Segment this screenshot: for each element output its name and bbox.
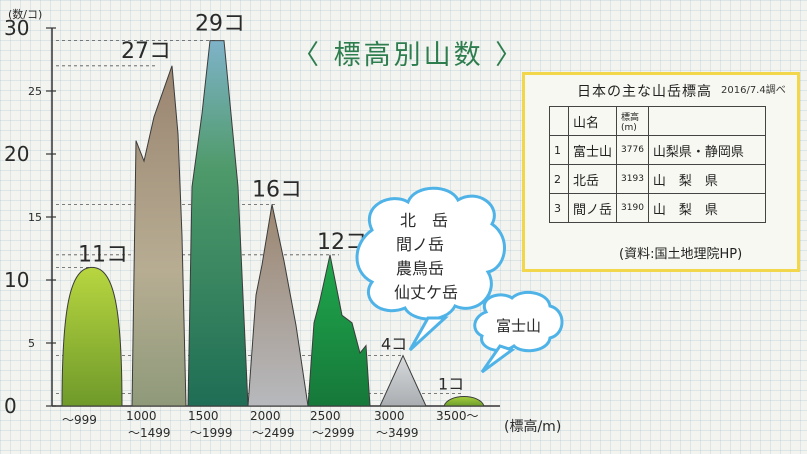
x-tick-label: 〜999 bbox=[62, 413, 97, 427]
value-label: 29コ bbox=[195, 12, 245, 37]
y-axis-label: (数/コ) bbox=[8, 8, 42, 21]
value-label: 16コ bbox=[252, 177, 302, 202]
legend-source: (資料:国土地理院HP) bbox=[619, 247, 743, 262]
x-tick-label: 1500 bbox=[188, 409, 219, 423]
x-tick-label: 3000 bbox=[374, 409, 405, 423]
x-tick-label: 〜2999 bbox=[312, 426, 355, 440]
legend-title: 日本の主な山岳標高 bbox=[577, 84, 712, 100]
table-header-cell bbox=[549, 106, 569, 136]
x-tick-label: 〜3499 bbox=[376, 426, 419, 440]
table-header-cell: 山名 bbox=[567, 106, 618, 136]
value-label: 4コ bbox=[381, 335, 407, 354]
mountain-bar bbox=[247, 204, 309, 407]
x-tick-label: 3500〜 bbox=[436, 409, 479, 423]
mountain-table: 山名 標高(m) 1 富士山 3776 山梨県・静岡県 2 北岳 3193 山 … bbox=[549, 106, 766, 223]
x-tick-label: 〜1999 bbox=[190, 426, 233, 440]
y-tick-label: 30 bbox=[4, 16, 29, 40]
callout-fuji: 富士山 bbox=[496, 317, 541, 335]
x-tick-label: 〜2499 bbox=[252, 426, 295, 440]
callout-peak-3: 農鳥岳 bbox=[396, 259, 444, 278]
callout-peak-2: 間ノ岳 bbox=[396, 235, 444, 254]
callout-peak-1: 北 岳 bbox=[400, 211, 448, 230]
y-tick-label: 20 bbox=[4, 142, 29, 166]
table-cell: 3193 bbox=[616, 164, 649, 194]
y-tick-label: 0 bbox=[4, 394, 17, 418]
table-cell: 山梨県・静岡県 bbox=[647, 135, 766, 165]
table-cell: 3190 bbox=[616, 193, 649, 223]
table-cell: 山 梨 県 bbox=[647, 164, 766, 194]
legend-table-card: 日本の主な山岳標高 2016/7.4調べ 山名 標高(m) 1 富士山 3776… bbox=[522, 72, 800, 272]
table-row: 2 北岳 3193 山 梨 県 bbox=[549, 164, 766, 194]
y-tick-label: 10 bbox=[4, 268, 29, 292]
x-tick-label: 2500 bbox=[310, 409, 341, 423]
mountain-bar bbox=[61, 266, 123, 407]
table-cell: 2 bbox=[549, 164, 569, 194]
mountain-bar bbox=[187, 40, 249, 407]
mountain-bar bbox=[131, 65, 187, 407]
chart-title: 〈 標高別山数 〉 bbox=[292, 40, 525, 71]
table-cell: 1 bbox=[549, 135, 569, 165]
table-cell: 間ノ岳 bbox=[567, 193, 618, 223]
mountain-bar bbox=[379, 354, 427, 407]
mountain-bar bbox=[307, 254, 371, 407]
table-header-row: 山名 標高(m) bbox=[549, 106, 766, 136]
callout-3500m-peak: 富士山 bbox=[473, 290, 564, 374]
table-cell: 山 梨 県 bbox=[647, 193, 766, 223]
x-tick-label: 2000 bbox=[250, 409, 281, 423]
x-tick-label: 1000 bbox=[126, 409, 157, 423]
legend-date: 2016/7.4調べ bbox=[721, 85, 786, 96]
y-tick-label: 25 bbox=[28, 85, 42, 98]
table-cell: 富士山 bbox=[567, 135, 618, 165]
table-header-cell bbox=[647, 106, 766, 136]
value-label: 1コ bbox=[438, 374, 464, 393]
table-cell: 3776 bbox=[616, 135, 649, 165]
value-label: 11コ bbox=[78, 242, 128, 267]
table-row: 1 富士山 3776 山梨県・静岡県 bbox=[549, 135, 766, 165]
value-label: 27コ bbox=[121, 39, 171, 64]
x-axis-label: (標高/m) bbox=[504, 418, 561, 435]
table-header-cell: 標高(m) bbox=[616, 106, 649, 136]
y-tick-label: 15 bbox=[28, 211, 42, 224]
table-cell: 3 bbox=[549, 193, 569, 223]
callout-3000m-peaks: 北 岳 間ノ岳 農鳥岳 仙丈ケ岳 bbox=[355, 186, 506, 352]
table-cell: 北岳 bbox=[567, 164, 618, 194]
mountain-bar bbox=[443, 396, 485, 407]
x-tick-label: 〜1499 bbox=[128, 426, 171, 440]
y-tick-label: 5 bbox=[28, 337, 35, 350]
callout-peak-4: 仙丈ケ岳 bbox=[394, 283, 458, 302]
table-row: 3 間ノ岳 3190 山 梨 県 bbox=[549, 193, 766, 223]
